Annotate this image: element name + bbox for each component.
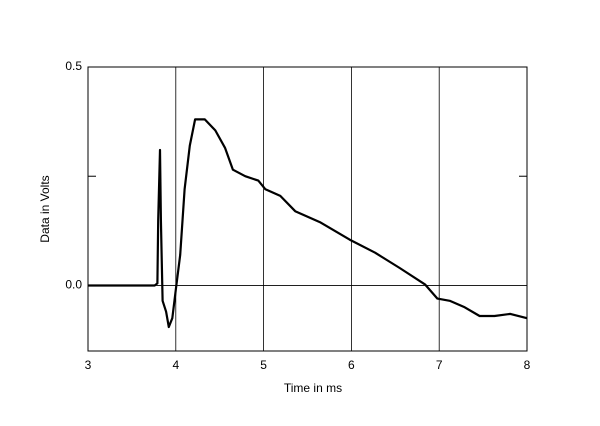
x-tick-label: 5 [260,358,267,372]
y-tick-label: 0.5 [65,59,82,73]
x-tick-label: 7 [436,358,443,372]
x-tick-label: 4 [172,358,179,372]
x-tick-label: 8 [524,358,531,372]
x-axis-label: Time in ms [284,381,342,395]
y-axis-label: Data in Volts [38,175,52,242]
data-line [88,118,528,329]
x-tick-label: 3 [85,358,92,372]
x-tick-label: 6 [348,358,355,372]
y-tick-label: 0.0 [65,278,82,292]
plot-frame [87,66,528,352]
